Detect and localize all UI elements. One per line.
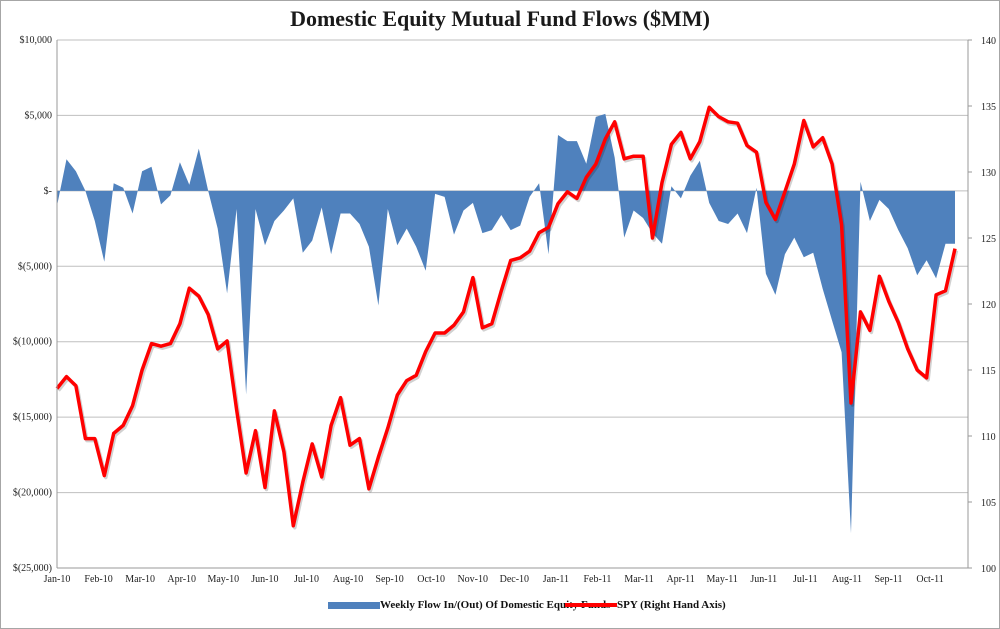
right-tick-label: 125: [981, 234, 996, 245]
x-tick-label: Jul-10: [294, 574, 319, 585]
x-tick-label: Apr-11: [666, 574, 694, 585]
legend-swatch-spy: [565, 603, 617, 607]
x-axis-ticks: Jan-10 Feb-10 Mar-10 Apr-10 May-10 Jun-10 Jul-…: [44, 574, 944, 585]
x-tick-label: Jul-11: [793, 574, 818, 585]
x-tick-label: Dec-10: [500, 574, 529, 585]
x-tick-label: Mar-11: [624, 574, 653, 585]
x-tick-label: May-10: [207, 574, 239, 585]
x-tick-label: Nov-10: [457, 574, 488, 585]
right-tick-label: 120: [981, 300, 996, 311]
x-tick-label: Feb-11: [583, 574, 611, 585]
right-tick-label: 110: [981, 432, 996, 443]
left-tick-label: $(15,000): [13, 412, 52, 423]
legend: Weekly Flow In/(Out) Of Domestic Equity …: [0, 599, 1000, 619]
right-axis-ticks: 140 135 130 125 120 115 110 105 100: [968, 36, 996, 575]
gridlines: [57, 39, 968, 569]
right-tick-label: 140: [981, 36, 996, 47]
left-axis-ticks: $10,000 $5,000 $- $(5,000) $(10,000) $(15,000…: [13, 35, 52, 574]
x-tick-label: Oct-11: [916, 574, 943, 585]
chart-title: Domestic Equity Mutual Fund Flows ($MM): [290, 6, 710, 31]
left-tick-label: $(10,000): [13, 337, 52, 348]
left-tick-label: $5,000: [25, 110, 53, 121]
left-tick-label: $(25,000): [13, 563, 52, 574]
left-tick-label: $(20,000): [13, 488, 52, 499]
x-tick-label: Jun-10: [251, 574, 278, 585]
left-tick-label: $(5,000): [18, 261, 52, 272]
x-tick-label: Apr-10: [167, 574, 196, 585]
legend-item-flow: Weekly Flow In/(Out) Of Domestic Equity …: [328, 599, 610, 611]
right-tick-label: 130: [981, 168, 996, 179]
legend-item-spy: SPY (Right Hand Axis): [565, 599, 726, 611]
x-tick-label: Feb-10: [84, 574, 112, 585]
legend-label-spy: SPY (Right Hand Axis): [617, 599, 726, 611]
x-tick-label: Aug-10: [333, 574, 364, 585]
right-tick-label: 100: [981, 564, 996, 575]
left-tick-label: $10,000: [20, 35, 53, 46]
flow-area: [57, 113, 955, 534]
x-tick-label: Aug-11: [832, 574, 862, 585]
right-tick-label: 105: [981, 498, 996, 509]
spy-line: [55, 105, 957, 528]
x-tick-label: Jan-11: [543, 574, 569, 585]
right-tick-label: 115: [981, 366, 996, 377]
x-tick-label: Jan-10: [44, 574, 71, 585]
flow-area-series: [57, 113, 955, 534]
x-tick-label: Sep-11: [874, 574, 902, 585]
legend-swatch-flow: [328, 601, 380, 609]
x-tick-label: May-11: [707, 574, 738, 585]
right-tick-label: 135: [981, 102, 996, 113]
x-tick-label: Mar-10: [125, 574, 155, 585]
legend-label-flow: Weekly Flow In/(Out) Of Domestic Equity …: [380, 599, 611, 611]
x-tick-label: Sep-10: [375, 574, 403, 585]
x-tick-label: Jun-11: [750, 574, 777, 585]
left-tick-label: $-: [44, 186, 52, 197]
x-tick-label: Oct-10: [417, 574, 445, 585]
spy-line-series: [55, 105, 959, 530]
